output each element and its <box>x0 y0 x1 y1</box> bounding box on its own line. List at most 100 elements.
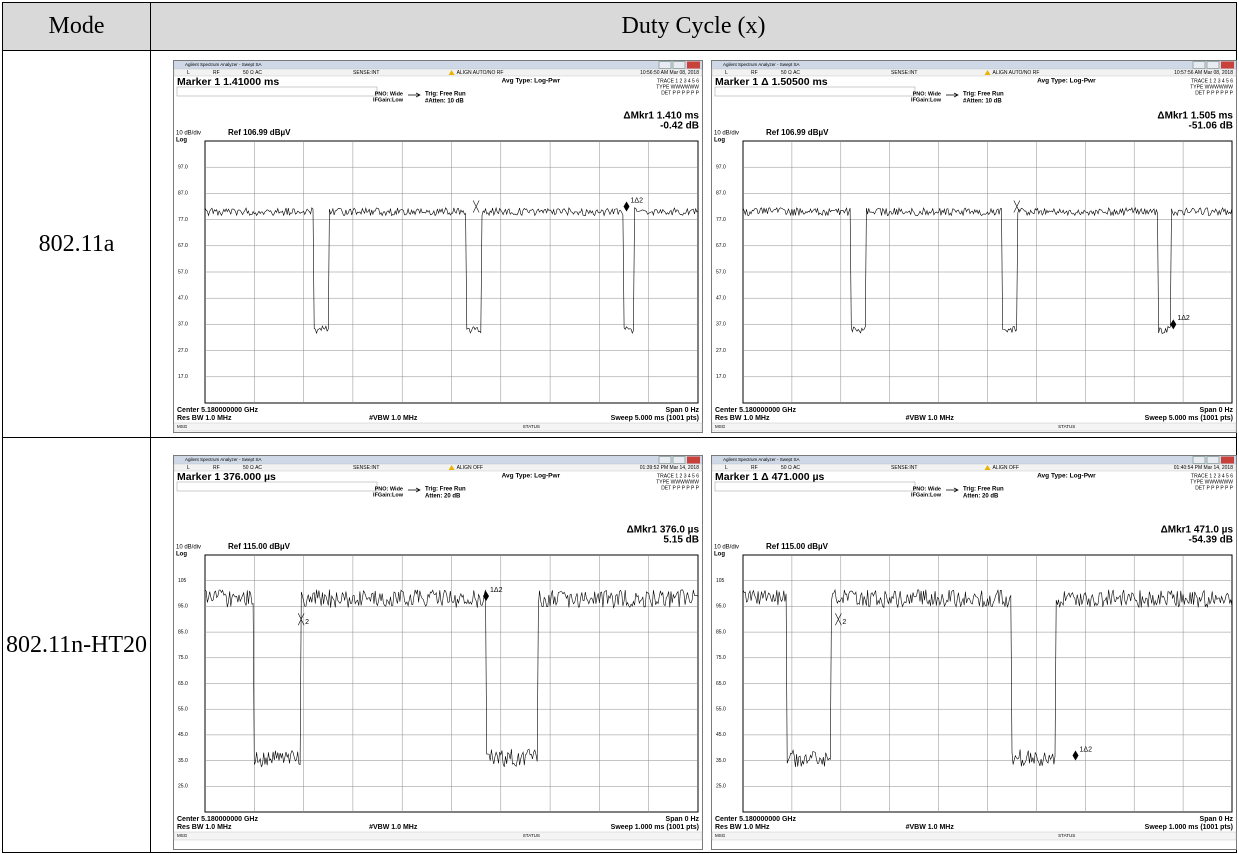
res-bw: Res BW 1.0 MHz <box>715 824 770 831</box>
header-cell: Mode <box>2 2 151 51</box>
avg-type: Avg Type: Log-Pwr <box>502 78 561 85</box>
msg-label: MSG <box>715 833 726 838</box>
y-tick-label: 105 <box>178 578 187 584</box>
status-item: SENSE:INT <box>891 70 917 76</box>
timestamp: 10:57:56 AM Mar 08, 2018 <box>1174 70 1233 76</box>
atten: #Atten: 10 dB <box>963 99 1002 105</box>
y-tick-label: 37.0 <box>716 322 726 328</box>
atten: #Atten: 10 dB <box>425 99 464 105</box>
window-max <box>1207 457 1219 464</box>
y-tick-label: 17.0 <box>178 374 188 380</box>
y-tick-label: 97.0 <box>178 165 188 171</box>
align-status: ALIGN AUTO/NO RF <box>993 70 1040 76</box>
page: ModeDuty Cycle (x)802.11aAgilent Spectru… <box>0 0 1239 854</box>
status-label: STATUS <box>1058 424 1075 429</box>
marker-label: 1Δ2 <box>490 587 503 594</box>
marker-readout: Marker 1 Δ 471.000 µs <box>715 471 824 483</box>
app-title: Agilent Spectrum Analyzer - Swept SA <box>185 62 262 67</box>
y-tick-label: 35.0 <box>178 758 188 764</box>
scale: 10 dB/div <box>714 545 739 551</box>
status-label: STATUS <box>523 833 540 838</box>
window-max <box>1207 62 1219 69</box>
log-label: Log <box>714 138 725 144</box>
y-tick-label: 55.0 <box>716 707 726 713</box>
marker-readout: Marker 1 1.41000 ms <box>177 76 279 88</box>
sweep: Sweep 1.000 ms (1001 pts) <box>611 824 699 831</box>
span: Span 0 Hz <box>666 407 700 414</box>
ifgain: IFGain:Low <box>911 492 942 498</box>
delta-level: 5.15 dB <box>663 535 699 546</box>
y-tick-label: 25.0 <box>716 784 726 790</box>
delta-level: -0.42 dB <box>660 121 699 132</box>
analyzer-screenshot: Agilent Spectrum Analyzer - Swept SALRF5… <box>173 60 703 433</box>
y-tick-label: 25.0 <box>178 784 188 790</box>
trig: Trig: Free Run <box>425 92 466 98</box>
window-min <box>1193 457 1205 464</box>
message-bar <box>174 832 702 840</box>
message-bar <box>174 423 702 431</box>
status-label: STATUS <box>523 424 540 429</box>
app-title: Agilent Spectrum Analyzer - Swept SA <box>723 62 800 67</box>
y-tick-label: 55.0 <box>178 707 188 713</box>
y-tick-label: 47.0 <box>178 296 188 302</box>
align-status: ALIGN AUTO/NO RF <box>457 70 504 76</box>
ifgain: IFGain:Low <box>373 492 404 498</box>
y-tick-label: 37.0 <box>178 322 188 328</box>
y-tick-label: 45.0 <box>716 732 726 738</box>
avg-type: Avg Type: Log-Pwr <box>502 473 561 480</box>
center-freq: Center 5.180000000 GHz <box>177 816 258 823</box>
vbw: #VBW 1.0 MHz <box>906 415 955 422</box>
center-freq: Center 5.180000000 GHz <box>715 407 796 414</box>
app-title: Agilent Spectrum Analyzer - Swept SA <box>723 457 800 462</box>
y-tick-label: 105 <box>716 578 725 584</box>
ref-level: Ref 115.00 dBµV <box>766 542 829 551</box>
span: Span 0 Hz <box>666 816 700 823</box>
window-max <box>673 62 685 69</box>
align-status: ALIGN OFF <box>993 465 1019 471</box>
y-tick-label: 87.0 <box>178 191 188 197</box>
window-close <box>1221 457 1234 464</box>
app-title: Agilent Spectrum Analyzer - Swept SA <box>185 457 262 462</box>
ref-level: Ref 106.99 dBµV <box>228 128 291 137</box>
msg-label: MSG <box>177 424 188 429</box>
trace-det: DET P P P P P P <box>661 485 699 491</box>
center-freq: Center 5.180000000 GHz <box>177 407 258 414</box>
sweep: Sweep 1.000 ms (1001 pts) <box>1145 824 1233 831</box>
y-tick-label: 17.0 <box>716 374 726 380</box>
log-label: Log <box>176 552 187 558</box>
trig: Trig: Free Run <box>963 92 1004 98</box>
msg-label: MSG <box>715 424 726 429</box>
scale: 10 dB/div <box>176 131 201 137</box>
timestamp: 01:40:54 PM Mar 14, 2018 <box>1174 465 1233 471</box>
trig: Trig: Free Run <box>963 487 1004 493</box>
y-tick-label: 75.0 <box>716 655 726 661</box>
ifgain: IFGain:Low <box>373 97 404 103</box>
y-tick-label: 27.0 <box>716 348 726 354</box>
window-min <box>659 457 671 464</box>
trace-det: DET P P P P P P <box>1195 90 1233 96</box>
status-item: SENSE:INT <box>891 465 917 471</box>
res-bw: Res BW 1.0 MHz <box>177 415 232 422</box>
marker-label: 1Δ2 <box>1177 315 1190 322</box>
window-close <box>1221 62 1234 69</box>
atten: Atten: 20 dB <box>425 494 461 500</box>
res-bw: Res BW 1.0 MHz <box>177 824 232 831</box>
msg-label: MSG <box>177 833 188 838</box>
timestamp: 10:56:50 AM Mar 08, 2018 <box>640 70 699 76</box>
y-tick-label: 97.0 <box>716 165 726 171</box>
y-tick-label: 87.0 <box>716 191 726 197</box>
vbw: #VBW 1.0 MHz <box>906 824 955 831</box>
y-tick-label: 57.0 <box>716 269 726 275</box>
log-label: Log <box>176 138 187 144</box>
marker-label: 2 <box>842 619 846 626</box>
avg-type: Avg Type: Log-Pwr <box>1037 473 1096 480</box>
y-tick-label: 47.0 <box>716 296 726 302</box>
avg-type: Avg Type: Log-Pwr <box>1037 78 1096 85</box>
window-close <box>687 62 700 69</box>
mode-cell: 802.11n-HT20 <box>2 437 151 853</box>
marker-label: 1Δ2 <box>1080 746 1093 753</box>
y-tick-label: 67.0 <box>178 243 188 249</box>
analyzer-screenshot: Agilent Spectrum Analyzer - Swept SALRF5… <box>711 60 1237 433</box>
window-max <box>673 457 685 464</box>
